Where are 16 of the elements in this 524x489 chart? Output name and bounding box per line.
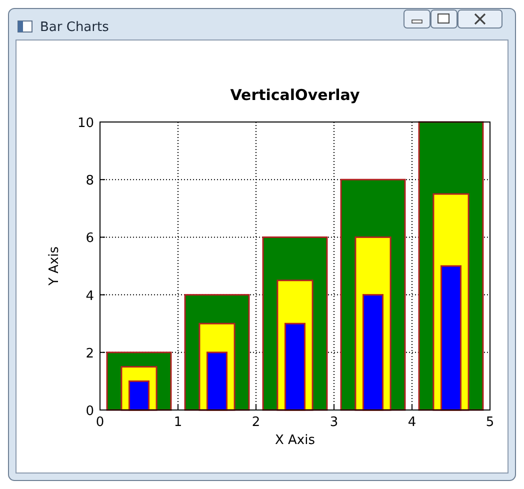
text: Bar Charts — [40, 20, 110, 35]
y-tick-label: 8 — [86, 174, 94, 189]
y-tick-label: 6 — [86, 231, 94, 246]
chart-title: VerticalOverlay — [230, 86, 360, 104]
x-tick-label: 3 — [330, 415, 338, 430]
x-axis-title: X Axis — [274, 433, 316, 448]
x-tick-label: 0 — [96, 415, 104, 430]
y-tick-label: 4 — [86, 288, 94, 304]
y-tick-label: 10 — [77, 116, 94, 131]
y-tick-label: 0 — [86, 404, 94, 419]
x-tick-label: 5 — [486, 415, 494, 430]
y-tick-label: 2 — [86, 346, 94, 362]
x-tick-label: 2 — [252, 415, 260, 430]
x-tick-label: 4 — [408, 415, 416, 430]
x-tick-label: 1 — [174, 415, 182, 430]
y-axis-title: Y Axis — [47, 246, 62, 287]
